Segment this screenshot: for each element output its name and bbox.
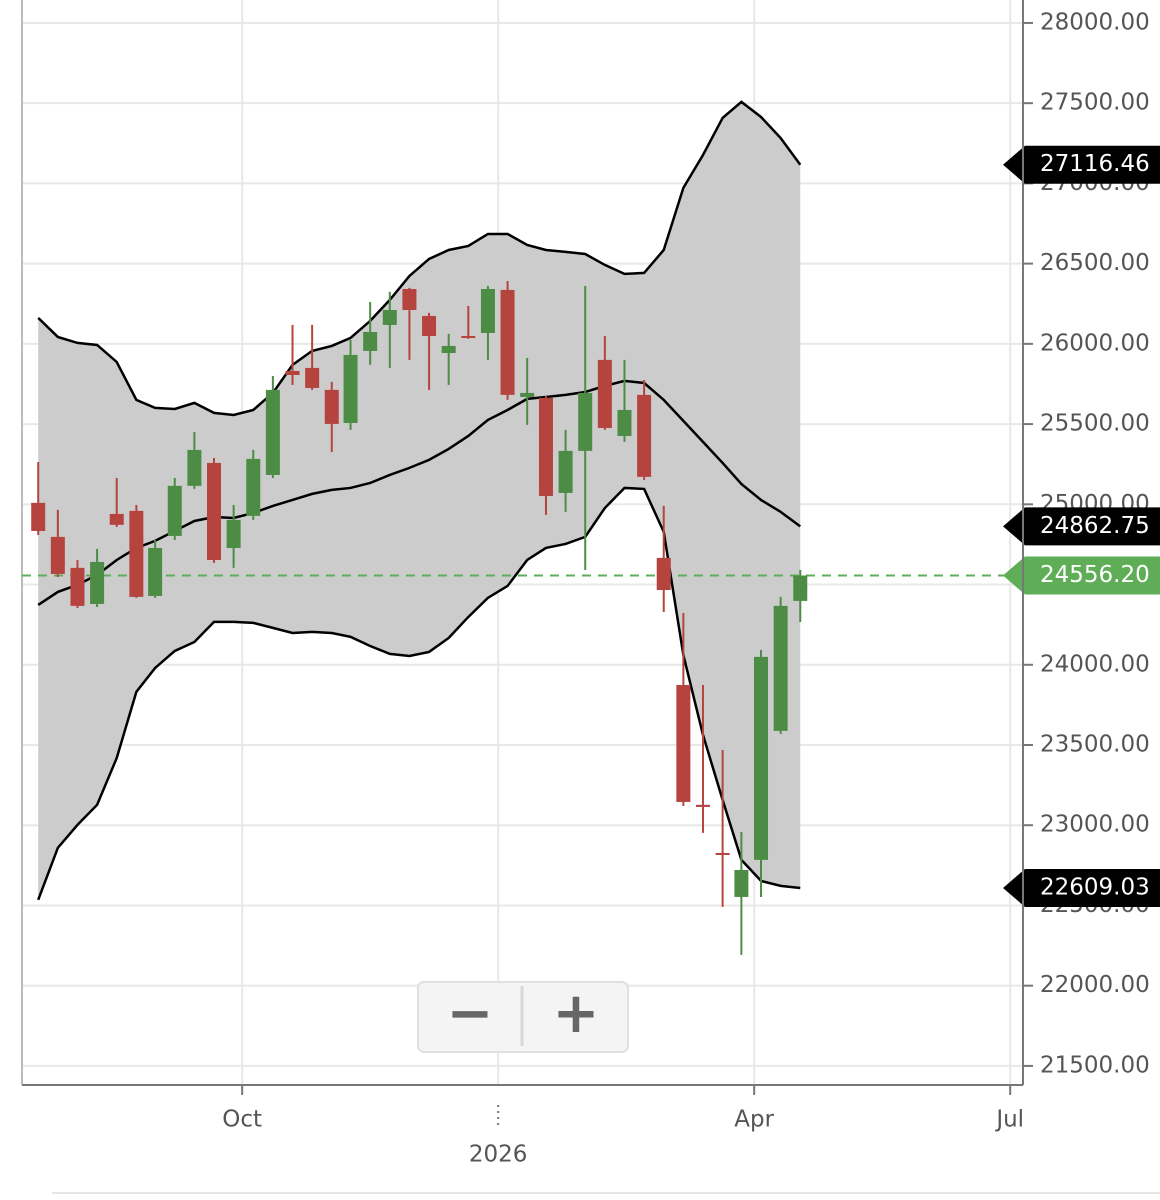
candle-body	[70, 567, 85, 606]
y-tick-label: 25500.00	[1040, 411, 1150, 437]
candle-body	[578, 392, 593, 451]
candle-body	[480, 288, 495, 333]
last-price-tag-label: 24556.20	[1040, 562, 1150, 588]
zoom-button[interactable]: +	[553, 981, 600, 1046]
y-tick-label: 26000.00	[1040, 330, 1150, 356]
candle-body	[50, 536, 65, 574]
candle-body	[343, 354, 358, 423]
upper-band-tag	[1003, 145, 1160, 184]
y-tick-label: 23000.00	[1040, 812, 1150, 838]
candle-body	[148, 547, 163, 596]
lower-band-line	[37, 486, 801, 901]
candle-body	[773, 605, 788, 731]
zoom-button[interactable]: −	[447, 981, 494, 1046]
candle-body	[441, 345, 456, 354]
candle-body	[246, 458, 261, 516]
candle-body	[363, 331, 378, 351]
y-tick-label: 22000.00	[1040, 972, 1150, 998]
y-tick-label: 27500.00	[1040, 90, 1150, 116]
candle-body	[793, 575, 808, 601]
middle-band-tag	[1003, 507, 1160, 546]
candle-body	[382, 310, 397, 325]
candle-body	[558, 450, 573, 493]
candle-body	[90, 561, 105, 604]
candle-body	[31, 502, 46, 531]
y-tick-label: 24000.00	[1040, 651, 1150, 677]
candle-body	[500, 289, 515, 395]
candle-body	[520, 392, 535, 397]
candle-body	[656, 557, 671, 590]
candle-body	[637, 394, 652, 477]
y-tick-label: 23500.00	[1040, 731, 1150, 757]
candle-body	[538, 397, 553, 496]
zoom-controls: − +	[417, 981, 629, 1053]
candle-body	[402, 288, 417, 310]
candle-body	[715, 852, 730, 855]
candle-body	[324, 389, 339, 424]
candle-body	[461, 335, 476, 338]
candle-body	[617, 409, 632, 436]
middle-band-tag-label: 24862.75	[1040, 513, 1150, 539]
candle-body	[754, 656, 769, 860]
y-tick-label: 26500.00	[1040, 250, 1150, 276]
candle-body	[734, 869, 749, 897]
x-tick-label: Apr	[734, 1107, 774, 1133]
upper-band-tag-label: 27116.46	[1040, 151, 1150, 177]
candle-body	[187, 449, 202, 486]
candle-body	[167, 485, 182, 536]
candle-body	[265, 389, 280, 475]
candle-body	[676, 684, 691, 802]
candle-body	[129, 510, 144, 597]
candle-body	[207, 462, 222, 560]
y-tick-label: 21500.00	[1040, 1052, 1150, 1078]
upper-band-line	[37, 100, 802, 417]
middle-band-line	[37, 379, 802, 606]
lower-band-tag-label: 22609.03	[1040, 874, 1150, 900]
candle-body	[285, 370, 300, 375]
candle-body	[109, 513, 124, 525]
last-price-tag	[1003, 556, 1160, 595]
candle-body	[305, 367, 320, 388]
candle-body	[695, 804, 710, 807]
candle-body	[422, 315, 437, 336]
band-area	[38, 101, 801, 900]
candle-body	[226, 519, 241, 548]
x-tick-label: Jul	[994, 1107, 1024, 1133]
lower-band-tag	[1003, 868, 1160, 907]
candle-body	[597, 359, 612, 428]
x-tick-label: Oct	[222, 1107, 262, 1133]
x-tick-label: 2026	[469, 1142, 528, 1168]
y-tick-label: 28000.00	[1040, 9, 1150, 35]
